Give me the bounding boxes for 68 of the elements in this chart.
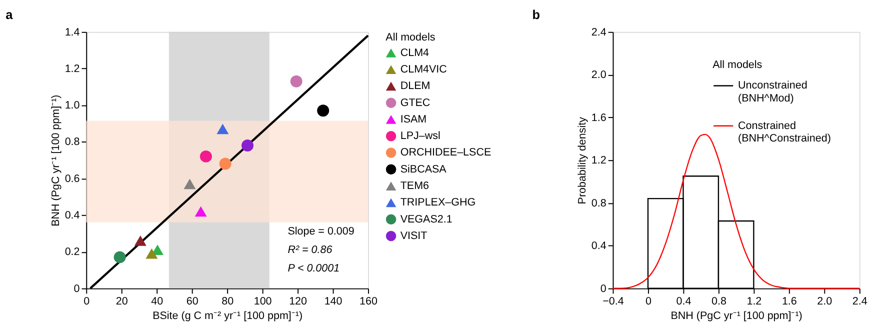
- point: [200, 150, 212, 162]
- legend-label: LPJ–wsl: [400, 130, 440, 142]
- legend-label: CLM4: [400, 46, 430, 59]
- chart-title: a: [6, 7, 14, 22]
- y-axis-title: BNH (PgC yr⁻¹ [100 ppm]⁻¹): [50, 94, 62, 226]
- x-tick-label: 0.8: [711, 295, 726, 308]
- x-tick-label: 40: [151, 295, 164, 308]
- y-axis-title: Probability density: [576, 116, 589, 204]
- y-tick-label: 1.0: [64, 100, 80, 112]
- legend-title: All models: [712, 59, 762, 72]
- legend-label: ISAM: [400, 113, 427, 126]
- point: [134, 236, 146, 246]
- x-tick-label: 0: [84, 295, 90, 308]
- point: [219, 158, 232, 170]
- legend-label: ORCHIDEE–LSCE: [400, 146, 492, 159]
- y-tick-label: 0.6: [64, 172, 80, 185]
- annotation: Slope = 0.009: [288, 225, 354, 238]
- y-tick-label: 0: [600, 282, 606, 295]
- legend-label: Unconstrained (BNH^Mod): [738, 80, 808, 104]
- legend-label: VISIT: [400, 230, 428, 242]
- point: [242, 139, 254, 152]
- y-tick-label: 0: [74, 282, 80, 295]
- x-tick-label: 120: [289, 295, 308, 308]
- x-tick-label: 100: [254, 295, 272, 308]
- legend-label: VEGAS2.1: [400, 213, 452, 226]
- point: [184, 178, 196, 190]
- legend-label: Constrained (BNH^Constrained): [738, 120, 831, 145]
- point: [216, 124, 229, 134]
- x-axis-title: BSite (g C m⁻² yr⁻¹ [100 ppm]⁻¹): [152, 310, 303, 322]
- x-tick-label: 1.6: [782, 295, 797, 308]
- x-axis-title: BNH (PgC yr⁻¹ [100 ppm]⁻¹): [670, 310, 802, 322]
- legend-label: CLM4VIC: [400, 64, 448, 76]
- x-tick-label: −0.4: [602, 295, 624, 308]
- legend-title: All models: [386, 32, 436, 44]
- y-tick-label: 2.0: [591, 69, 606, 82]
- point: [317, 104, 330, 117]
- legend-label: TRIPLEX–GHG: [400, 196, 476, 209]
- point: [114, 251, 126, 264]
- y-tick-label: 1.2: [591, 154, 606, 167]
- point: [290, 75, 302, 88]
- x-tick-label: 2.4: [852, 295, 868, 308]
- x-tick-label: 0.4: [676, 295, 692, 308]
- y-tick-label: 1.6: [591, 112, 606, 124]
- x-tick-label: 0: [645, 295, 652, 308]
- chart-title: b: [532, 7, 540, 22]
- annotation: P < 0.0001: [288, 262, 340, 275]
- x-tick-label: 20: [116, 295, 128, 308]
- y-tick-label: 1.2: [64, 62, 80, 75]
- y-tick-label: 0.2: [64, 246, 80, 258]
- x-tick-label: 160: [360, 295, 378, 308]
- x-tick-label: 2.0: [817, 295, 832, 308]
- legend-label: GTEC: [400, 96, 430, 109]
- legend-label: TEM6: [400, 180, 430, 192]
- y-tick-label: 0.8: [64, 136, 80, 148]
- x-tick-label: 1.2: [746, 295, 762, 308]
- x-tick-label: 80: [222, 295, 234, 308]
- y-tick-label: 0.8: [591, 197, 606, 210]
- point: [146, 248, 158, 259]
- y-tick-label: 0.4: [64, 209, 80, 222]
- x-tick-label: 60: [186, 295, 198, 308]
- legend-label: SiBCASA: [400, 163, 448, 176]
- legend-label: DLEM: [400, 80, 430, 92]
- y-tick-label: 0.4: [591, 240, 606, 252]
- x-tick-label: 140: [324, 295, 342, 308]
- y-tick-label: 2.4: [591, 26, 606, 38]
- point: [194, 206, 207, 217]
- y-tick-label: 1.4: [64, 26, 80, 38]
- annotation: R² = 0.86: [288, 244, 332, 256]
